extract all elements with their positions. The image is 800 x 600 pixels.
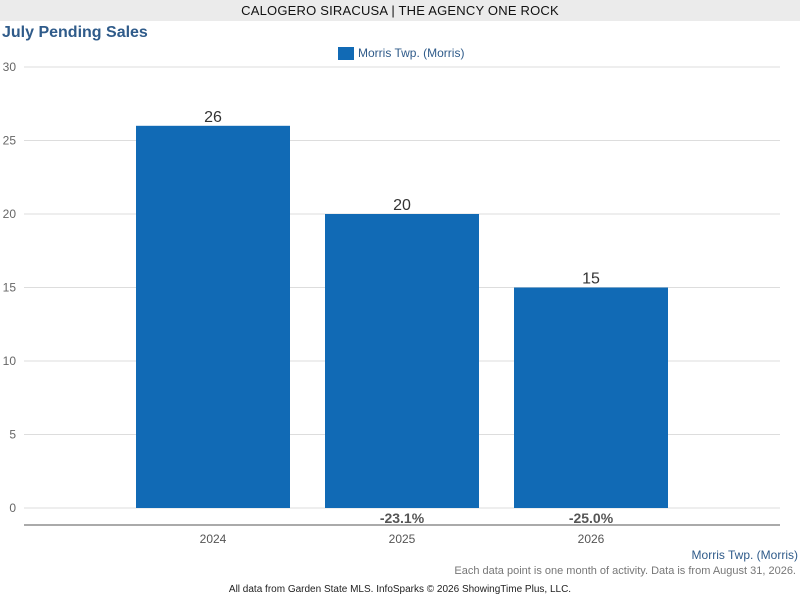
series-label[interactable]: Morris Twp. (Morris) (691, 548, 798, 562)
y-tick-label: 20 (3, 207, 17, 221)
y-tick-label: 5 (9, 428, 16, 442)
credits: All data from Garden State MLS. InfoSpar… (228, 584, 572, 595)
footnote: Each data point is one month of activity… (454, 565, 796, 577)
x-tick-label: 2025 (389, 532, 416, 546)
report-banner: CALOGERO SIRACUSA | THE AGENCY ONE ROCK (0, 0, 800, 21)
bar-value-label: 26 (204, 109, 222, 126)
y-tick-label: 10 (3, 354, 17, 368)
y-tick-label: 15 (3, 281, 17, 295)
change-label: -23.1% (380, 510, 425, 526)
bar (325, 214, 479, 508)
change-label: -25.0% (569, 510, 614, 526)
y-tick-label: 25 (3, 134, 17, 148)
chart-title: July Pending Sales (2, 24, 148, 41)
legend[interactable]: Morris Twp. (Morris) (338, 45, 464, 61)
y-tick-label: 0 (9, 501, 16, 515)
x-tick-label: 2024 (200, 532, 227, 546)
x-tick-label: 2026 (578, 532, 605, 546)
bar-value-label: 15 (582, 271, 600, 288)
legend-swatch (338, 46, 354, 60)
bar (136, 125, 290, 509)
legend-label: Morris Twp. (Morris) (358, 46, 465, 60)
y-tick-label: 30 (3, 60, 17, 74)
bar (514, 287, 668, 508)
bar-value-label: 20 (393, 197, 411, 214)
